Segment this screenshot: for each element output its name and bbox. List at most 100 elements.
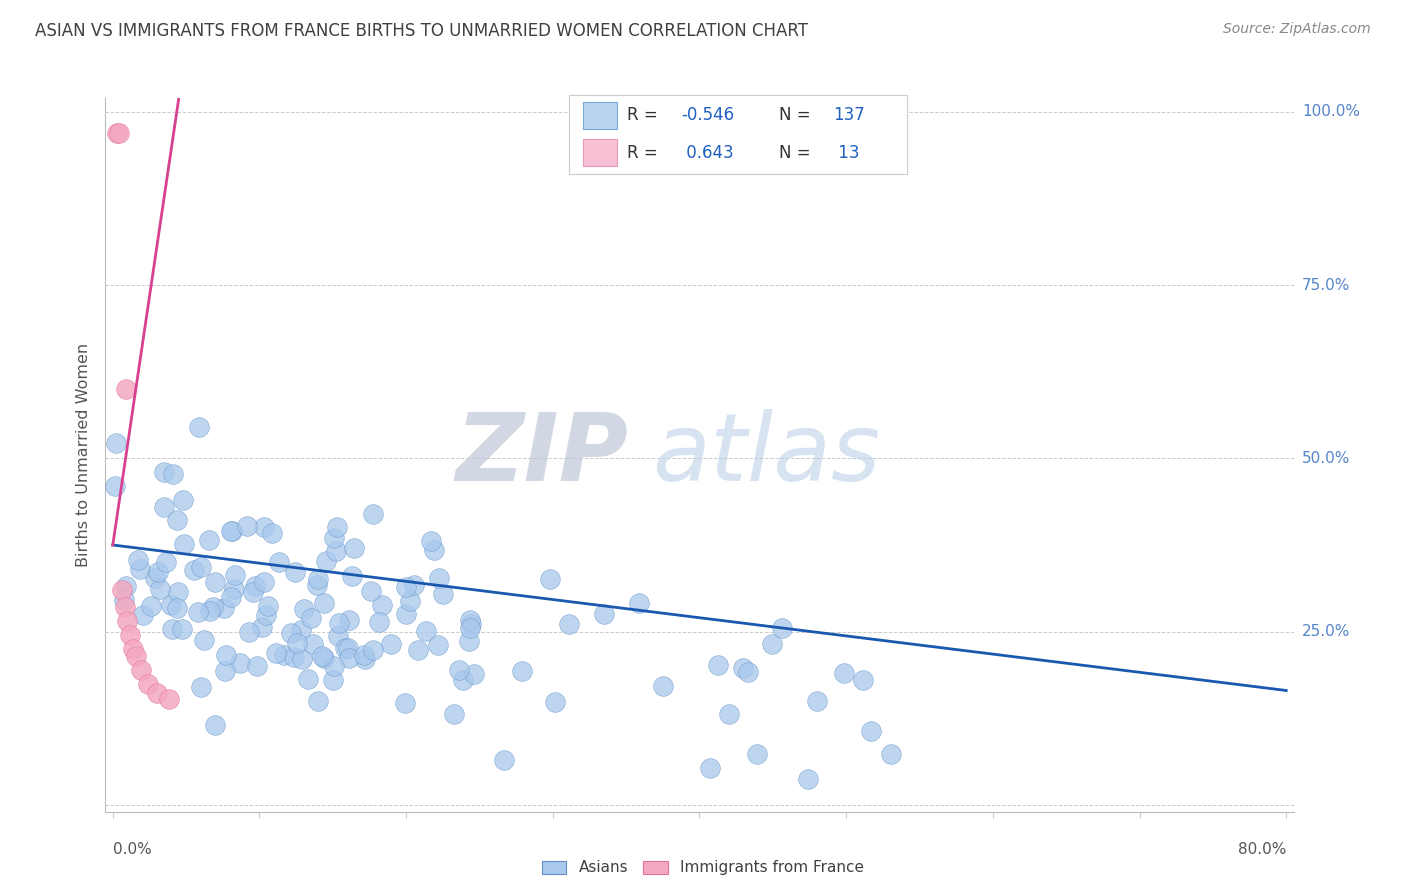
Point bbox=[190, 559, 212, 574]
Point bbox=[307, 578, 329, 592]
Point bbox=[451, 673, 474, 687]
Point bbox=[212, 601, 235, 615]
Point bbox=[328, 629, 350, 643]
Point bbox=[367, 615, 389, 629]
Text: N =: N = bbox=[779, 145, 815, 162]
Text: 137: 137 bbox=[832, 106, 865, 125]
Point bbox=[315, 554, 337, 568]
Point bbox=[422, 542, 444, 557]
Y-axis label: Births to Unmarried Women: Births to Unmarried Women bbox=[76, 343, 91, 567]
Point bbox=[627, 596, 650, 610]
Point bbox=[325, 544, 347, 558]
Text: 0.0%: 0.0% bbox=[112, 842, 152, 857]
Point bbox=[236, 518, 259, 533]
Point bbox=[337, 651, 360, 665]
Point bbox=[314, 596, 336, 610]
Point bbox=[260, 525, 283, 540]
Point bbox=[129, 663, 152, 677]
Point bbox=[204, 574, 226, 589]
Point bbox=[193, 632, 215, 647]
Point bbox=[326, 519, 349, 533]
Point bbox=[427, 571, 450, 585]
Point bbox=[371, 598, 394, 612]
Point bbox=[343, 541, 366, 556]
Point bbox=[139, 599, 162, 614]
Point bbox=[166, 513, 188, 527]
Point bbox=[105, 126, 128, 140]
Point bbox=[538, 572, 561, 586]
Point bbox=[337, 641, 360, 656]
FancyBboxPatch shape bbox=[583, 138, 617, 166]
Point bbox=[363, 643, 385, 657]
Point bbox=[172, 493, 194, 508]
Point bbox=[238, 624, 260, 639]
Point bbox=[333, 640, 356, 655]
Point bbox=[292, 602, 315, 616]
Point bbox=[419, 534, 441, 549]
Point bbox=[280, 626, 302, 640]
Point bbox=[222, 582, 245, 597]
Point bbox=[253, 520, 276, 534]
Point bbox=[706, 657, 728, 672]
Point bbox=[243, 578, 266, 592]
Point bbox=[340, 569, 363, 583]
Text: 100.0%: 100.0% bbox=[1302, 104, 1360, 120]
Point bbox=[354, 652, 377, 666]
Point bbox=[253, 574, 276, 589]
Point bbox=[188, 420, 211, 434]
Point bbox=[796, 772, 818, 786]
Point bbox=[120, 628, 142, 642]
Point bbox=[852, 673, 875, 687]
Point bbox=[394, 696, 416, 710]
Point bbox=[125, 648, 148, 663]
Point bbox=[112, 593, 135, 607]
Point bbox=[146, 685, 169, 699]
Point bbox=[246, 659, 269, 673]
Point bbox=[273, 648, 295, 662]
Point bbox=[221, 524, 243, 538]
Point bbox=[290, 623, 312, 637]
Point bbox=[198, 533, 221, 548]
Point bbox=[157, 692, 180, 706]
Point bbox=[415, 624, 437, 639]
Point bbox=[172, 622, 194, 636]
Point bbox=[360, 583, 382, 598]
Point bbox=[229, 657, 252, 671]
Text: 13: 13 bbox=[832, 145, 859, 162]
Point bbox=[494, 753, 516, 767]
Point bbox=[214, 648, 236, 662]
Point bbox=[806, 694, 828, 708]
Point bbox=[115, 382, 138, 396]
Point bbox=[122, 641, 145, 656]
Point bbox=[651, 679, 673, 693]
Point bbox=[149, 582, 172, 597]
Point bbox=[761, 637, 783, 651]
Point bbox=[224, 567, 246, 582]
Point bbox=[745, 747, 768, 761]
Point bbox=[267, 555, 290, 569]
Point bbox=[153, 500, 176, 514]
Point bbox=[323, 531, 346, 545]
Point bbox=[136, 676, 159, 690]
Point bbox=[361, 507, 384, 521]
Point bbox=[432, 587, 454, 601]
Point bbox=[214, 664, 236, 678]
Point bbox=[129, 562, 152, 576]
Point bbox=[699, 761, 721, 775]
Point bbox=[155, 555, 177, 569]
Point bbox=[859, 724, 882, 739]
Point bbox=[105, 436, 128, 450]
Point bbox=[832, 665, 855, 680]
Point bbox=[353, 648, 375, 663]
FancyBboxPatch shape bbox=[583, 102, 617, 129]
Point bbox=[717, 707, 740, 722]
Point bbox=[395, 607, 418, 621]
Point bbox=[204, 718, 226, 732]
Text: 25.0%: 25.0% bbox=[1302, 624, 1350, 639]
Point bbox=[328, 616, 350, 631]
Point bbox=[460, 616, 482, 631]
Text: ZIP: ZIP bbox=[456, 409, 628, 501]
Point bbox=[110, 582, 132, 597]
Point bbox=[426, 638, 449, 652]
Point bbox=[190, 680, 212, 694]
